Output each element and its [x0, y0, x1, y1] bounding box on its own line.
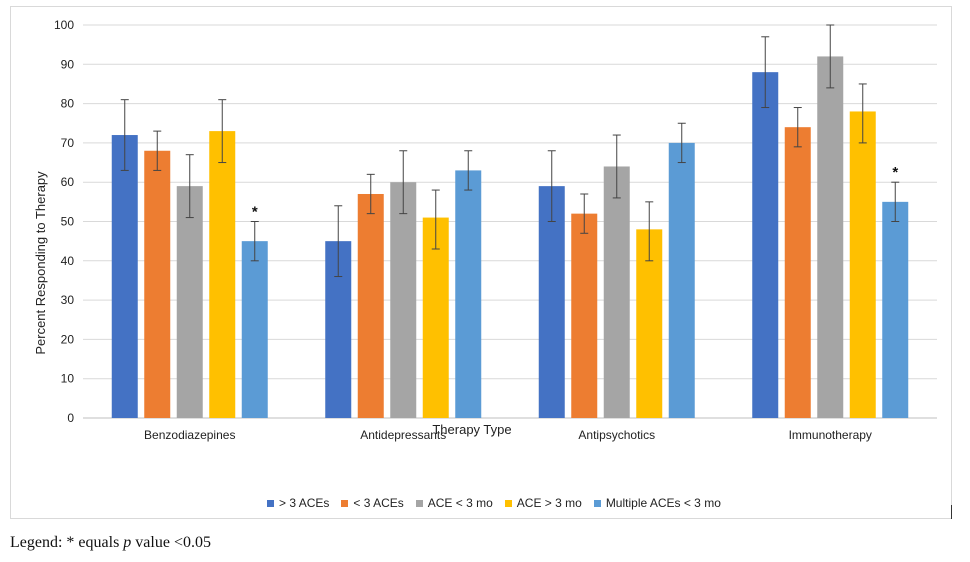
bar [752, 72, 779, 418]
legend-swatch [415, 499, 423, 507]
x-axis-title: Therapy Type [432, 422, 511, 437]
caption-italic: p [123, 534, 132, 551]
legend-swatch [267, 499, 274, 507]
x-tick-label: Antidepressants [360, 428, 446, 442]
legend-item: Multiple ACEs < 3 mo [593, 496, 721, 510]
y-tick-label: 50 [61, 215, 75, 229]
legend: > 3 ACEs < 3 ACEs ACE < 3 mo ACE > 3 mo Mult… [267, 496, 721, 510]
bar [571, 213, 598, 418]
bar [111, 135, 138, 419]
bar [882, 201, 909, 418]
bar [538, 186, 565, 418]
y-tick-label: 40 [61, 254, 75, 268]
bar [455, 170, 482, 418]
caption-suffix: value <0.05 [131, 534, 211, 551]
y-tick-label: 30 [61, 293, 75, 307]
legend-item: < 3 ACEs [341, 496, 404, 510]
y-tick-labels: 0 10 20 30 40 50 60 70 80 90 100 [54, 18, 74, 425]
x-tick-label: Antipsychotics [578, 428, 655, 442]
x-tick-label: Benzodiazepines [144, 428, 235, 442]
bar [668, 142, 695, 418]
legend-caption: Legend: * equals p value <0.05 [10, 534, 211, 552]
y-axis-title: Percent Responding to Therapy [33, 171, 48, 355]
bar [849, 111, 876, 419]
legend-label: ACE < 3 mo [427, 496, 493, 510]
bar [390, 182, 417, 418]
y-tick-label: 100 [54, 18, 74, 32]
legend-swatch [504, 499, 512, 507]
bars [111, 56, 909, 419]
bar [784, 127, 811, 419]
x-tick-labels: Benzodiazepines Antidepressants Antipsycho… [144, 428, 872, 442]
error-bars [120, 24, 900, 278]
y-tick-label: 80 [61, 97, 75, 111]
bar [209, 131, 236, 419]
y-tick-label: 20 [61, 332, 75, 346]
bar [241, 241, 268, 418]
legend-item: ACE < 3 mo [415, 496, 493, 510]
legend-label: < 3 ACEs [353, 496, 404, 510]
caption-prefix: Legend: * equals [10, 534, 124, 551]
y-tick-label: 0 [67, 411, 74, 425]
legend-item: ACE > 3 mo [504, 496, 582, 510]
y-tick-label: 10 [61, 372, 75, 386]
y-tick-label: 60 [61, 175, 75, 189]
x-tick-label: Immunotherapy [789, 428, 872, 442]
legend-item: > 3 ACEs [267, 496, 329, 510]
edge-mark [951, 505, 952, 519]
y-tick-label: 70 [61, 136, 75, 150]
legend-label: Multiple ACEs < 3 mo [605, 496, 721, 510]
bar [176, 186, 203, 418]
legend-label: ACE > 3 mo [516, 496, 582, 510]
bar [357, 193, 384, 418]
significance-marker: * [892, 164, 898, 181]
legend-swatch [593, 499, 601, 507]
significance-markers: ** [252, 164, 899, 220]
bar [144, 150, 171, 418]
bar [603, 166, 630, 418]
chart-frame: 0 10 20 30 40 50 60 70 80 90 100 * * Benzodiazepine… [10, 6, 952, 519]
bar [422, 217, 449, 418]
legend-label: > 3 ACEs [279, 496, 330, 510]
y-tick-label: 90 [61, 57, 75, 71]
bar [817, 56, 844, 418]
legend-swatch [341, 499, 349, 507]
significance-marker: * [252, 204, 258, 221]
